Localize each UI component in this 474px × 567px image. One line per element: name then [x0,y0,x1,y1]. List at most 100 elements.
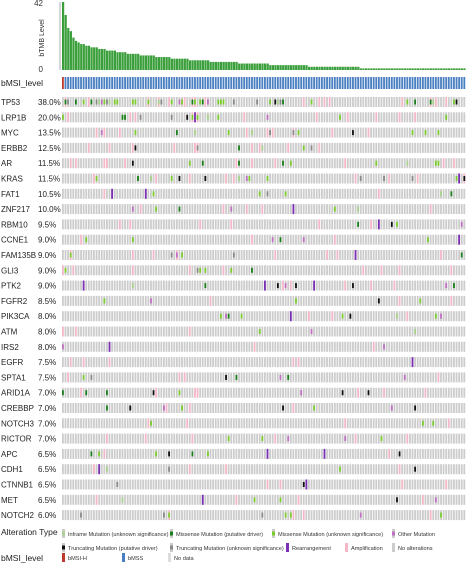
mutation-mark [440,191,442,197]
matrix-cell [160,295,163,306]
matrix-cell [207,387,209,398]
matrix-cell [168,494,170,505]
matrix-cell [310,479,313,490]
matrix-cell [82,188,85,199]
matrix-cell [243,188,246,199]
matrix-cell [100,433,103,444]
matrix-cell [308,142,310,153]
matrix-cell [196,280,199,291]
matrix-cell [266,127,269,138]
matrix-cell [142,418,145,429]
matrix-cell [108,280,111,291]
matrix-cell [93,494,95,505]
matrix-cell [113,464,116,475]
matrix-cell [460,295,463,306]
matrix-cell [406,127,409,138]
matrix-cell [323,112,326,123]
matrix-cell [300,311,303,322]
matrix-cell [289,387,292,398]
matrix-cell [209,418,212,429]
matrix-cell [292,250,295,260]
matrix-cell [372,204,375,215]
matrix-cell [414,448,417,459]
matrix-cell [77,142,80,153]
matrix-cell [372,357,375,368]
matrix-cell [289,188,292,199]
matrix-cell [212,158,215,169]
matrix-cell [349,326,352,337]
matrix-cell [297,311,300,322]
matrix-cell [98,204,101,215]
matrix-cell [385,387,388,398]
matrix-cell [163,418,165,429]
matrix-cell [160,479,163,490]
matrix-cell [72,479,75,490]
matrix-cell [396,326,398,337]
matrix-cell [124,357,126,368]
matrix-cell [201,219,204,230]
matrix-cell [266,265,269,276]
matrix-cell [157,494,160,505]
matrix-cell [69,127,72,138]
matrix-cell [85,127,88,138]
matrix-cell [424,188,427,199]
matrix-cell [463,510,466,521]
matrix-cell [74,173,77,184]
matrix-cell [458,295,461,306]
matrix-cell [383,127,385,138]
matrix-cell [341,464,344,475]
matrix-cell [144,326,147,337]
matrix-cell [323,234,326,245]
matrix-cell [305,311,308,322]
matrix-cell [434,448,437,459]
matrix-cell [414,311,417,322]
matrix-cell [333,250,336,260]
matrix-cell [274,265,277,276]
matrix-cell [365,372,367,383]
matrix-cell [124,418,126,429]
matrix-cell [463,250,466,260]
matrix-cell [72,250,75,260]
matrix-cell [95,418,98,429]
matrix-cell [393,357,396,368]
matrix-cell [170,311,173,322]
matrix-cell [106,142,108,153]
matrix-cell [62,326,64,337]
matrix-cell [271,510,274,521]
matrix-cell [274,295,277,306]
matrix-cell [77,357,80,368]
matrix-cell [432,448,435,459]
matrix-cell [245,372,248,383]
matrix-cell [222,280,225,291]
rearrangement-mark [305,479,308,490]
matrix-cell [194,510,196,521]
matrix-cell [227,341,230,352]
matrix-cell [121,448,124,459]
matrix-cell [349,173,352,184]
matrix-cell [225,357,227,368]
matrix-cell [367,494,370,505]
matrix-cell [419,250,422,260]
msi-cell [289,77,292,89]
matrix-cell [279,510,282,521]
matrix-cell [85,204,88,215]
matrix-cell [191,311,194,322]
matrix-cell [383,188,385,199]
matrix-cell [165,418,168,429]
matrix-cell [354,448,357,459]
matrix-cell [111,265,114,276]
matrix-cell [80,188,82,199]
matrix-cell [256,387,259,398]
mutation-mark [196,114,199,120]
matrix-cell [333,97,336,107]
matrix-cell [188,265,191,276]
matrix-cell [352,234,354,245]
matrix-cell [279,158,282,169]
matrix-cell [238,188,240,199]
matrix-cell [199,127,202,138]
matrix-cell [108,479,111,490]
matrix-cell [380,127,383,138]
matrix-cell [163,494,165,505]
matrix-cell [409,280,411,291]
matrix-cell [230,326,233,337]
